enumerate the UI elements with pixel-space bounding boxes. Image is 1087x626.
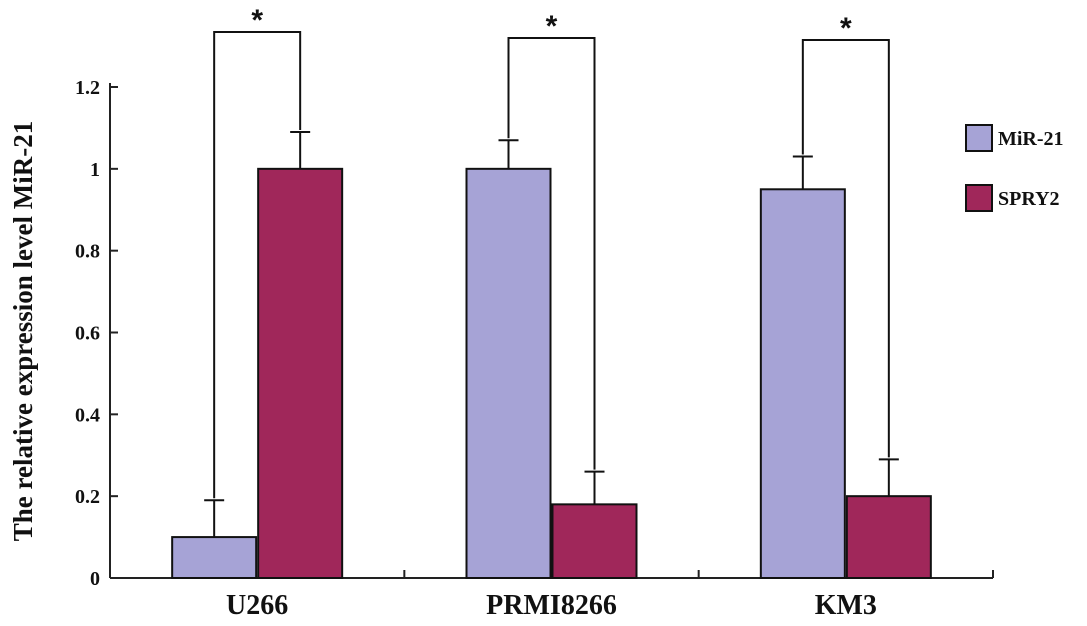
y-tick-label: 0.2 [75,486,100,508]
bar-spry2 [257,167,344,579]
legend-swatch-mir-21 [965,124,993,152]
legend-label: SPRY2 [998,188,1060,210]
significance-brackets: * * * [213,4,890,499]
legend: MiR-21 SPRY2 [965,124,1064,212]
x-tick-label: KM3 [815,590,877,621]
bar-spry2 [845,495,932,579]
significance-bracket [801,39,890,458]
significance-bracket [507,37,596,470]
significance-bracket [213,31,302,499]
bar-spry2 [551,503,638,580]
y-tick-label: 0 [90,568,100,590]
x-tick-label: PRMI8266 [486,590,617,621]
bars [171,167,932,580]
bar-mir-21 [759,188,846,580]
y-tick-label: 1.2 [75,77,100,99]
bar-mir-21 [465,167,552,579]
bar-mir-21 [171,536,258,579]
significance-star: * [251,4,263,37]
y-tick-label: 0.4 [75,404,100,426]
significance-star: * [546,10,558,43]
x-tick-label: U266 [226,590,288,621]
significance-star: * [840,12,852,45]
y-axis-title-group: The relative expression level MiR-21 [8,121,38,541]
axes: 0 0.2 0.4 0.6 0.8 1 1.2 U266 PRMI8266 KM3 [75,77,994,621]
legend-swatch-spry2 [965,184,993,212]
y-tick-label: 0.8 [75,241,100,263]
y-tick-label: 1 [90,159,100,181]
legend-label: MiR-21 [998,128,1064,150]
y-axis-title: The relative expression level MiR-21 [8,121,38,541]
error-bars [204,131,899,538]
y-tick-label: 0.6 [75,323,100,345]
